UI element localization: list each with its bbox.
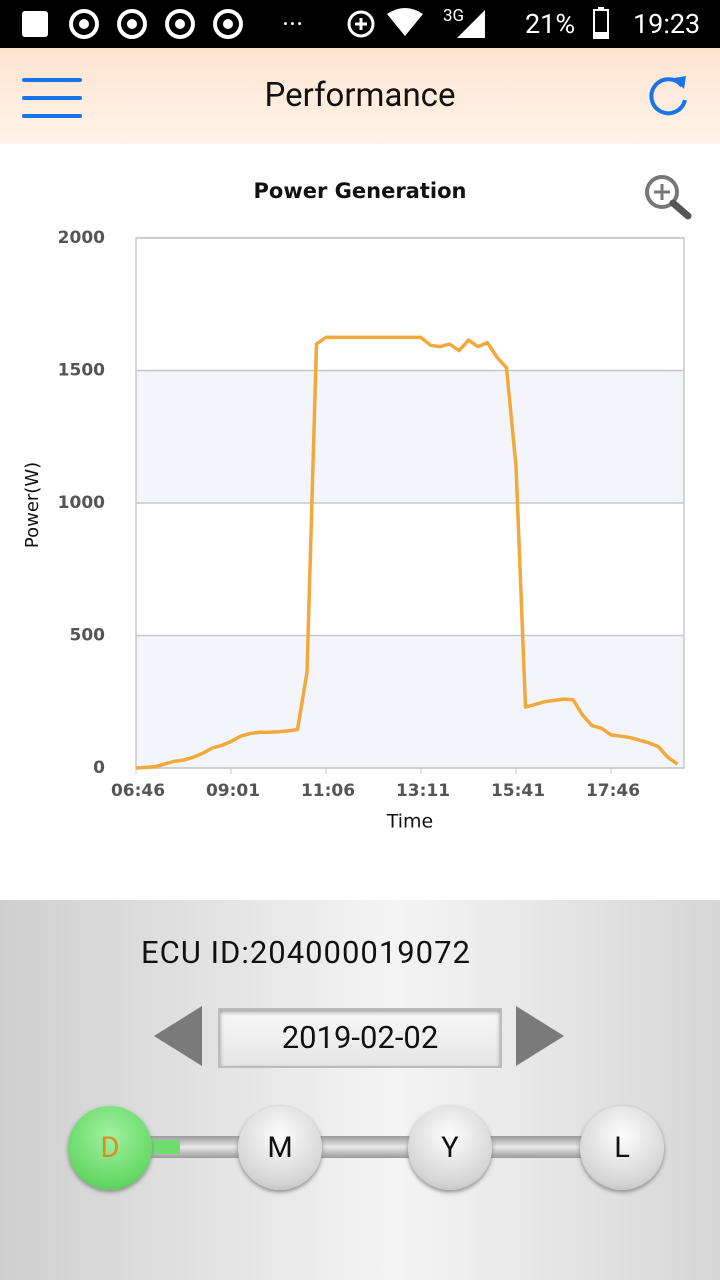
zoom-button[interactable] — [645, 175, 692, 220]
plot-frame — [135, 237, 685, 769]
clock: 19:23 — [633, 8, 701, 40]
app-bar: Performance — [0, 48, 720, 144]
notification-icons — [22, 9, 243, 39]
chart-title: Power Generation — [254, 179, 467, 203]
y-tick-label: 500 — [70, 626, 106, 646]
system-icons — [347, 8, 485, 38]
overflow-dots: ··· — [282, 8, 304, 40]
x-tick-label: 11:06 — [301, 781, 355, 801]
grid-band — [136, 635, 684, 768]
network-type: 3G — [443, 6, 465, 26]
previous-date-button[interactable] — [150, 1004, 210, 1068]
grid-band — [136, 370, 684, 503]
status-bar: ··· 3G 21% 19:23 — [0, 0, 720, 48]
next-date-button[interactable] — [512, 1004, 572, 1068]
x-tick-label: 06:46 — [111, 781, 165, 801]
control-panel: ECU ID:204000019072 2019-02-02 D M Y L — [0, 900, 720, 1280]
ecu-id: ECU ID:204000019072 — [141, 934, 471, 971]
range-button[interactable]: D — [68, 1106, 152, 1190]
x-axis-label: Time — [386, 811, 434, 833]
range-button[interactable]: Y — [408, 1106, 492, 1190]
x-tick-label: 17:46 — [586, 781, 640, 801]
range-button[interactable]: L — [580, 1106, 664, 1190]
range-button[interactable]: M — [238, 1106, 322, 1190]
y-tick-label: 1500 — [58, 361, 105, 381]
refresh-button[interactable] — [644, 72, 692, 120]
x-tick-label: 13:11 — [396, 781, 450, 801]
x-tick-label: 09:01 — [206, 781, 260, 801]
y-tick-label: 1000 — [58, 493, 105, 513]
y-axis-label: Power(W) — [22, 462, 43, 548]
y-tick-label: 2000 — [58, 228, 105, 248]
x-tick-label: 15:41 — [491, 781, 545, 801]
menu-button[interactable] — [22, 76, 86, 120]
date-display: 2019-02-02 — [218, 1008, 502, 1068]
range-track — [120, 1136, 620, 1158]
battery-percent: 21% — [525, 8, 576, 40]
chart: Power Generation Power(W) Time 0 500 1000 1… — [22, 175, 692, 833]
page-title: Performance — [264, 76, 456, 115]
y-tick-label: 0 — [93, 758, 105, 778]
data-line — [135, 335, 679, 770]
battery-icon — [593, 7, 609, 39]
